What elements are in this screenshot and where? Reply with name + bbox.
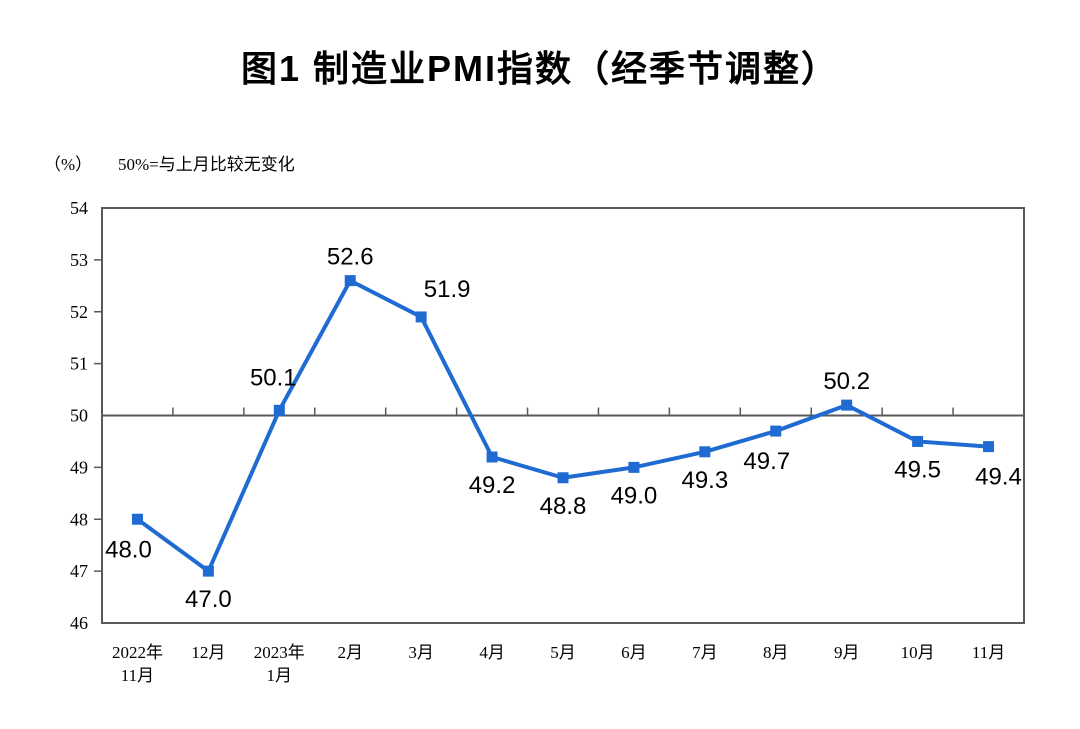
y-tick-label: 48 [70, 509, 88, 529]
data-point-marker [912, 435, 924, 447]
y-tick-label: 53 [70, 250, 88, 270]
x-tick-label: 10月 [901, 643, 935, 662]
data-point-label: 50.1 [250, 364, 297, 391]
x-tick-label: 5月 [550, 643, 576, 662]
data-point-marker [841, 399, 853, 411]
data-point-marker [415, 311, 427, 323]
data-point-label: 47.0 [185, 586, 232, 613]
x-tick-label: 11月 [121, 666, 154, 685]
y-axis-unit-label: （%） [44, 155, 93, 174]
data-point-label: 49.0 [611, 482, 658, 509]
x-tick-label: 12月 [191, 643, 225, 662]
data-point-label: 48.0 [105, 536, 152, 563]
data-point-marker [202, 565, 214, 577]
data-point-marker [486, 451, 498, 463]
reference-line-note: 50%=与上月比较无变化 [118, 155, 295, 174]
data-point-label: 48.8 [540, 493, 587, 520]
y-tick-label: 47 [70, 561, 88, 581]
x-tick-label: 7月 [692, 643, 718, 662]
data-point-label: 49.7 [743, 448, 790, 475]
data-point-marker [699, 446, 711, 458]
data-point-label: 49.2 [469, 472, 516, 499]
chart-title: 图1 制造业PMI指数（经季节调整） [240, 48, 840, 89]
y-tick-label: 50 [70, 406, 88, 426]
data-point-label: 50.2 [823, 368, 870, 395]
pmi-series-line [135, 278, 991, 574]
data-point-label: 49.3 [681, 467, 728, 494]
y-tick-label: 51 [70, 354, 88, 374]
data-point-label: 49.5 [894, 456, 941, 483]
y-tick-label: 49 [70, 457, 88, 477]
data-point-marker [770, 425, 782, 437]
data-point-marker [983, 441, 995, 453]
x-tick-label: 2月 [337, 643, 363, 662]
y-tick-label: 52 [70, 302, 88, 322]
data-point-marker [557, 472, 569, 484]
x-tick-label: 8月 [763, 643, 789, 662]
x-tick-label: 3月 [408, 643, 434, 662]
y-tick-label: 46 [70, 613, 88, 633]
data-point-label: 51.9 [424, 276, 471, 303]
data-point-label: 49.4 [975, 464, 1022, 491]
y-tick-label: 54 [70, 198, 88, 218]
x-tick-label: 6月 [621, 643, 647, 662]
x-tick-label: 11月 [972, 643, 1005, 662]
x-tick-label: 1月 [267, 666, 293, 685]
data-point-marker [628, 461, 640, 473]
x-tick-label: 2022年 [112, 643, 163, 662]
x-tick-label: 2023年 [254, 643, 305, 662]
data-point-marker [344, 275, 356, 287]
data-point-marker [273, 404, 285, 416]
data-point-marker [131, 513, 143, 525]
data-point-label: 52.6 [327, 244, 374, 271]
x-tick-label: 4月 [479, 643, 505, 662]
x-tick-label: 9月 [834, 643, 860, 662]
